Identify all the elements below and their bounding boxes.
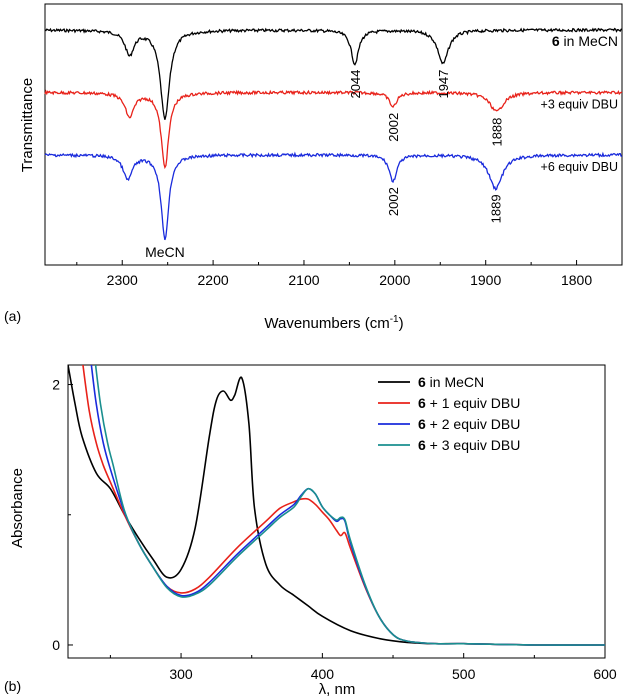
uvvis-spectrum-0 [68,365,605,646]
uvvis-panel-label: (b) [4,678,21,694]
uvvis-x-axis-label: λ, nm [319,681,356,698]
ir-panel-label: (a) [4,308,21,324]
legend-entry: 6 in MeCN [418,374,484,390]
ir-x-tick-label: 1800 [561,272,592,288]
uvvis-ticks: 300 400 500 600 0 2 [52,377,617,682]
ir-spectrum-2 [44,151,623,241]
legend-entry-compound: 6 [418,416,426,432]
uvvis-spectrum-3 [94,365,605,646]
ir-x-axis-label-close: ) [399,315,404,332]
ir-x-axis-label: Wavenumbers (cm-1) [264,314,403,332]
legend-entry-compound: 6 [418,437,426,453]
ir-x-axis-label-exponent: -1 [390,314,399,325]
ir-series-label: +6 equiv DBU [541,160,618,174]
ir-x-tick-label: 2300 [107,272,138,288]
ir-x-tick-label: 2000 [379,272,410,288]
ir-series-label-rest: in MeCN [560,33,618,49]
ir-y-axis-label: Transmittance [19,78,36,172]
ir-peak-label: 2002 [386,113,401,142]
legend-entry-rest: + 3 equiv DBU [426,437,521,453]
ir-peak-label: MeCN [145,244,185,260]
ir-x-tick-label: 2200 [198,272,229,288]
ir-peak-label: 1888 [490,118,505,147]
ir-x-ticks: 2300 2200 2100 2000 1900 1800 [76,260,592,288]
uvvis-spectrum-1 [82,365,605,646]
ir-peak-label: 1889 [489,194,504,223]
uvvis-spectrum-2 [90,365,605,646]
ir-series-label: +3 equiv DBU [541,97,618,111]
legend-entry-compound: 6 [418,374,426,390]
uvvis-y-tick-label: 0 [52,637,60,653]
uvvis-x-tick-label: 500 [452,666,476,682]
ir-spectra [44,27,623,241]
uvvis-y-tick-label: 2 [52,377,60,393]
legend-entry-rest: + 2 equiv DBU [426,416,521,432]
uvvis-x-tick-label: 300 [169,666,193,682]
uvvis-x-tick-label: 400 [311,666,335,682]
ir-x-axis-label-main: Wavenumbers (cm [264,315,389,332]
uvvis-x-tick-label: 600 [593,666,617,682]
ir-spectrum-0 [44,27,623,120]
uvvis-y-axis-label: Absorbance [9,468,26,548]
legend-entry: 6 + 3 equiv DBU [418,437,520,453]
ir-series-label: 6 in MeCN [552,33,618,49]
legend-entry: 6 + 2 equiv DBU [418,416,520,432]
ir-x-tick-label: 2100 [288,272,319,288]
uvvis-spectra [68,365,605,646]
ir-series-label-compound: 6 [552,33,560,49]
ir-peak-labels: 2044 1947 2002 1888 2002 1889 MeCN [145,70,504,260]
ir-spectrum-1 [44,89,623,170]
legend-entry-compound: 6 [418,395,426,411]
ir-series-labels: 6 in MeCN +3 equiv DBU +6 equiv DBU [541,33,618,174]
uvvis-plot-frame [67,364,606,659]
legend-entry: 6 + 1 equiv DBU [418,395,520,411]
legend-entry-rest: + 1 equiv DBU [426,395,521,411]
ir-peak-label: 1947 [436,70,451,99]
ir-peak-label: 2044 [348,70,363,99]
ir-panel: 2300 2200 2100 2000 1900 1800 2044 1947 2002 188… [4,3,623,332]
ir-peak-label: 2002 [386,187,401,216]
ir-x-tick-label: 1900 [470,272,501,288]
ir-plot-frame [44,3,623,266]
legend-entry-rest: in MeCN [426,374,484,390]
